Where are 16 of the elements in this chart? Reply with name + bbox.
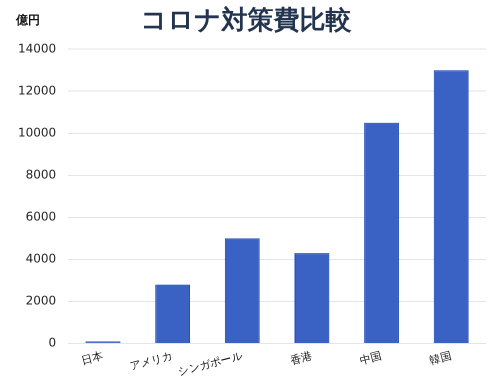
y-tick-label: 4000 [26,252,56,266]
x-tick-label: 中国 [358,349,384,368]
y-tick-label: 10000 [18,125,56,140]
y-tick-label: 12000 [18,83,56,98]
x-tick-label: アメリカ [128,349,174,373]
y-tick-label: 0 [48,336,56,350]
y-tick-label: 6000 [26,210,56,224]
y-axis-title: 億円 [15,13,40,28]
chart-title: コロナ対策費比較 [140,5,352,36]
x-tick-label: 日本 [80,349,104,368]
y-tick-label: 2000 [26,294,56,308]
x-tick-label: シンガポール [176,349,244,378]
x-tick-label: 韓国 [428,349,453,368]
x-tick-label: 香港 [288,349,314,368]
y-tick-label: 14000 [18,41,56,56]
y-tick-label: 8000 [26,167,56,182]
